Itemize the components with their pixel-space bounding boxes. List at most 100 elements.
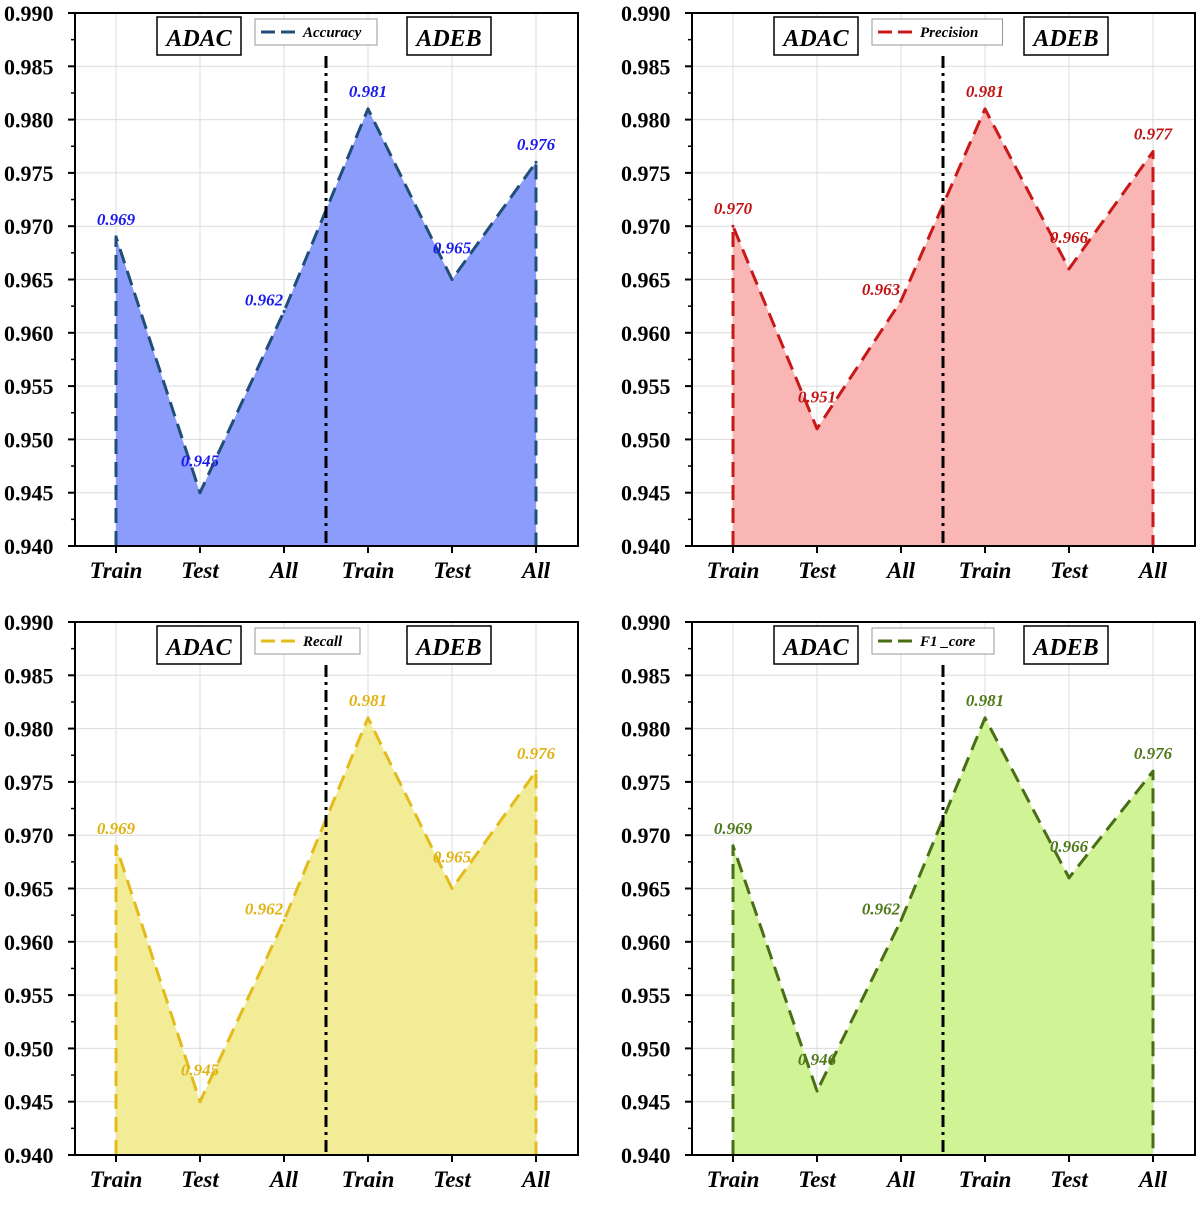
y-tick-label: 0.965 bbox=[621, 268, 671, 293]
data-label: 0.945 bbox=[181, 452, 220, 471]
legend-label: Accuracy bbox=[302, 25, 362, 41]
x-tick-label: Test bbox=[433, 1167, 471, 1192]
group-label: ADEB bbox=[1031, 635, 1098, 661]
chart-svg: 0.970 0.951 0.963 0.981 0.966 0.977 0.940 0.945… bbox=[621, 1, 1196, 583]
group-box bbox=[1023, 625, 1109, 665]
data-point bbox=[114, 844, 118, 848]
group-box bbox=[406, 16, 492, 56]
y-tick-label: 0.985 bbox=[4, 663, 54, 688]
x-tick-label: All bbox=[268, 558, 299, 583]
data-label: 0.969 bbox=[97, 210, 136, 229]
legend: Precision bbox=[871, 18, 1003, 46]
data-point bbox=[815, 427, 819, 431]
x-tick-label: All bbox=[520, 558, 551, 583]
y-tick-label: 0.955 bbox=[4, 983, 54, 1008]
precision-chart: 0.970 0.951 0.963 0.981 0.966 0.977 0.940 0.945… bbox=[617, 0, 1200, 596]
y-tick-label: 0.980 bbox=[4, 717, 54, 742]
data-point bbox=[1067, 876, 1071, 880]
x-tick-label: Test bbox=[1050, 558, 1088, 583]
data-point bbox=[534, 160, 538, 164]
data-label: 0.981 bbox=[966, 691, 1004, 710]
data-point bbox=[366, 716, 370, 720]
group-label: ADEB bbox=[414, 635, 481, 661]
data-label: 0.970 bbox=[714, 199, 753, 218]
group-label: ADEB bbox=[1031, 26, 1098, 52]
legend-label: Precision bbox=[920, 25, 978, 41]
x-tick-label: Train bbox=[707, 558, 760, 583]
accuracy-chart: 0.969 0.945 0.962 0.981 0.965 0.976 0.940 0.945… bbox=[0, 0, 600, 596]
group-label-box: ADEB bbox=[406, 625, 492, 665]
y-tick-label: 0.945 bbox=[621, 481, 671, 506]
group-label-box: ADAC bbox=[773, 16, 859, 56]
x-tick-label: Train bbox=[90, 558, 143, 583]
y-tick-label: 0.945 bbox=[4, 1090, 54, 1115]
data-point bbox=[731, 224, 735, 228]
y-tick-label: 0.965 bbox=[621, 877, 671, 902]
group-box bbox=[1023, 16, 1109, 56]
legend: Recall bbox=[254, 627, 361, 655]
group-box bbox=[773, 16, 859, 56]
legend-box bbox=[871, 18, 1003, 46]
group-label: ADAC bbox=[164, 26, 232, 52]
data-point bbox=[282, 309, 286, 313]
group-label-box: ADAC bbox=[156, 16, 242, 56]
x-tick-label: Test bbox=[181, 1167, 219, 1192]
y-tick-label: 0.975 bbox=[4, 770, 54, 795]
data-point bbox=[282, 918, 286, 922]
y-tick-label: 0.990 bbox=[4, 1, 54, 26]
x-tick-label: All bbox=[885, 1167, 916, 1192]
y-tick-label: 0.980 bbox=[4, 108, 54, 133]
f1-score-chart: 0.969 0.946 0.962 0.981 0.966 0.976 0.940 0.945… bbox=[617, 609, 1200, 1205]
data-label: 0.976 bbox=[517, 744, 556, 763]
legend-box bbox=[871, 627, 995, 655]
y-tick-label: 0.945 bbox=[4, 481, 54, 506]
data-label: 0.946 bbox=[798, 1050, 837, 1069]
data-label: 0.981 bbox=[349, 82, 387, 101]
x-tick-label: Train bbox=[90, 1167, 143, 1192]
data-point bbox=[114, 235, 118, 239]
group-label: ADAC bbox=[781, 26, 849, 52]
y-tick-label: 0.950 bbox=[4, 1036, 54, 1061]
group-label-box: ADEB bbox=[1023, 625, 1109, 665]
data-point bbox=[983, 107, 987, 111]
x-tick-label: Train bbox=[707, 1167, 760, 1192]
chart-svg: 0.969 0.945 0.962 0.981 0.965 0.976 0.940 0.945… bbox=[4, 610, 579, 1192]
y-tick-label: 0.980 bbox=[621, 717, 671, 742]
group-box bbox=[773, 625, 859, 665]
y-tick-label: 0.955 bbox=[621, 983, 671, 1008]
chart-svg: 0.969 0.946 0.962 0.981 0.966 0.976 0.940 0.945… bbox=[621, 610, 1196, 1192]
x-tick-label: All bbox=[520, 1167, 551, 1192]
data-label: 0.951 bbox=[798, 388, 836, 407]
area-fill bbox=[733, 108, 1153, 546]
y-tick-label: 0.950 bbox=[4, 427, 54, 452]
y-tick-label: 0.990 bbox=[621, 610, 671, 635]
y-tick-label: 0.970 bbox=[621, 823, 671, 848]
data-label: 0.962 bbox=[245, 290, 284, 309]
x-tick-label: Test bbox=[798, 558, 836, 583]
x-tick-label: All bbox=[885, 558, 916, 583]
area-fill bbox=[733, 717, 1153, 1155]
y-tick-label: 0.955 bbox=[621, 374, 671, 399]
group-box bbox=[156, 16, 242, 56]
data-label: 0.965 bbox=[433, 848, 472, 867]
group-label: ADEB bbox=[414, 26, 481, 52]
recall-chart: 0.969 0.945 0.962 0.981 0.965 0.976 0.940 0.945… bbox=[0, 609, 600, 1205]
y-tick-label: 0.950 bbox=[621, 427, 671, 452]
data-label: 0.976 bbox=[517, 135, 556, 154]
data-point bbox=[198, 1100, 202, 1104]
x-tick-label: Test bbox=[433, 558, 471, 583]
y-tick-label: 0.970 bbox=[4, 214, 54, 239]
data-point bbox=[1067, 267, 1071, 271]
y-tick-label: 0.980 bbox=[621, 108, 671, 133]
y-tick-label: 0.970 bbox=[4, 823, 54, 848]
y-tick-label: 0.940 bbox=[4, 534, 54, 559]
y-tick-label: 0.985 bbox=[4, 54, 54, 79]
data-label: 0.945 bbox=[181, 1061, 220, 1080]
group-label: ADAC bbox=[164, 635, 232, 661]
y-tick-label: 0.960 bbox=[621, 321, 671, 346]
group-label-box: ADEB bbox=[406, 16, 492, 56]
group-label-box: ADAC bbox=[156, 625, 242, 665]
legend-label: F1 _core bbox=[919, 634, 976, 650]
y-tick-label: 0.960 bbox=[4, 321, 54, 346]
